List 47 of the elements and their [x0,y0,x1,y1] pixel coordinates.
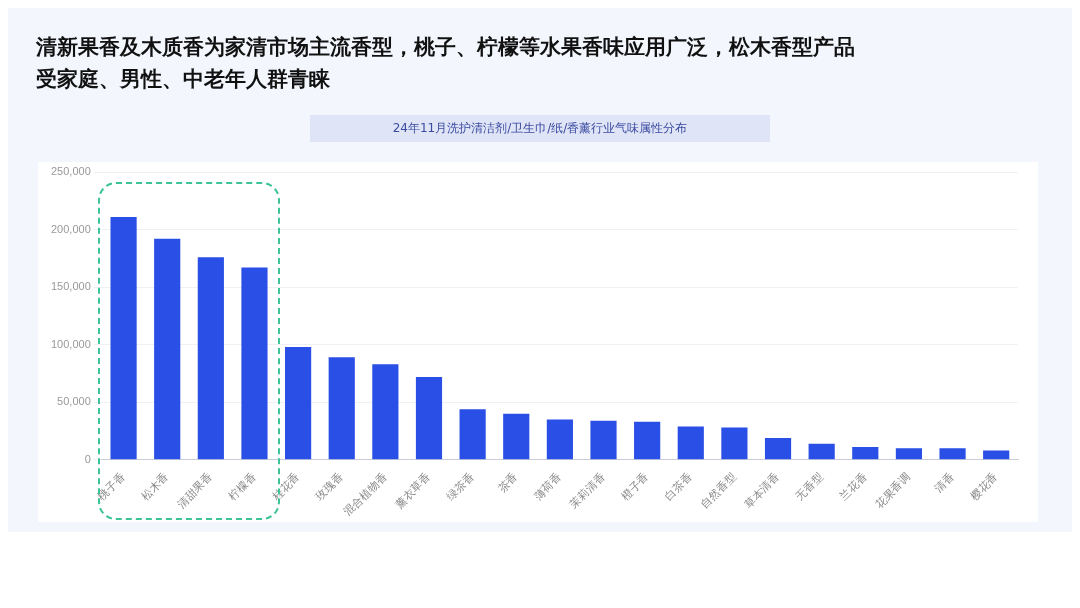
bar [808,443,835,460]
bar [721,427,748,460]
x-tick-label: 柠檬香 [226,470,259,503]
bar [677,426,704,460]
y-tick-label: 150,000 [51,280,91,293]
bar [939,448,966,460]
bar [546,419,573,460]
bar [154,238,181,460]
x-tick-label: 无香型 [793,470,826,503]
y-tick-label: 250,000 [51,165,91,178]
bar [503,413,530,460]
bar [634,421,661,460]
x-tick-label: 兰花香 [836,470,870,503]
x-tick-label: 白茶香 [662,470,695,503]
y-tick-label: 0 [84,452,91,465]
bar [983,450,1010,460]
x-tick-label: 茶香 [495,470,521,496]
chart-title: 清新果香及木质香为家清市场主流香型，桃子、柠檬等水果香味应用广泛，松木香型产品受家庭、男性、中老年人群青睐 [36,34,856,93]
x-tick-label: 薄荷香 [531,470,565,503]
bar [285,346,312,460]
x-tick-label: 自然香型 [698,470,739,511]
bar [110,216,137,460]
x-tick-label: 草本清香 [741,470,783,511]
bar [852,447,879,460]
bar [415,376,443,460]
x-tick-label: 绿茶香 [444,470,477,503]
x-tick-label: 花果香调 [872,470,914,511]
x-tick-label: 桃子香 [95,470,128,503]
x-tick-label: 橙子香 [618,470,652,503]
bar [197,257,224,460]
x-tick-label: 茉莉清香 [567,470,608,511]
x-tick-label: 薰衣草香 [392,470,434,511]
y-tick-label: 200,000 [51,222,91,235]
bar [459,409,486,460]
x-tick-label: 清香 [931,470,957,496]
bar [372,364,399,460]
bar [764,437,792,460]
x-tick-label: 清甜果香 [174,470,215,511]
y-tick-label: 50,000 [57,395,91,408]
x-tick-label: 樱花香 [967,470,1001,503]
bar [895,448,923,460]
bar [328,357,355,460]
bar [241,267,268,460]
chart-subtitle: 24年11月洗护清洁剂/卫生巾/纸/香薰行业气味属性分布 [310,115,770,142]
y-tick-label: 100,000 [51,337,91,350]
x-tick-label: 松木香 [138,470,172,503]
bar [590,420,617,460]
